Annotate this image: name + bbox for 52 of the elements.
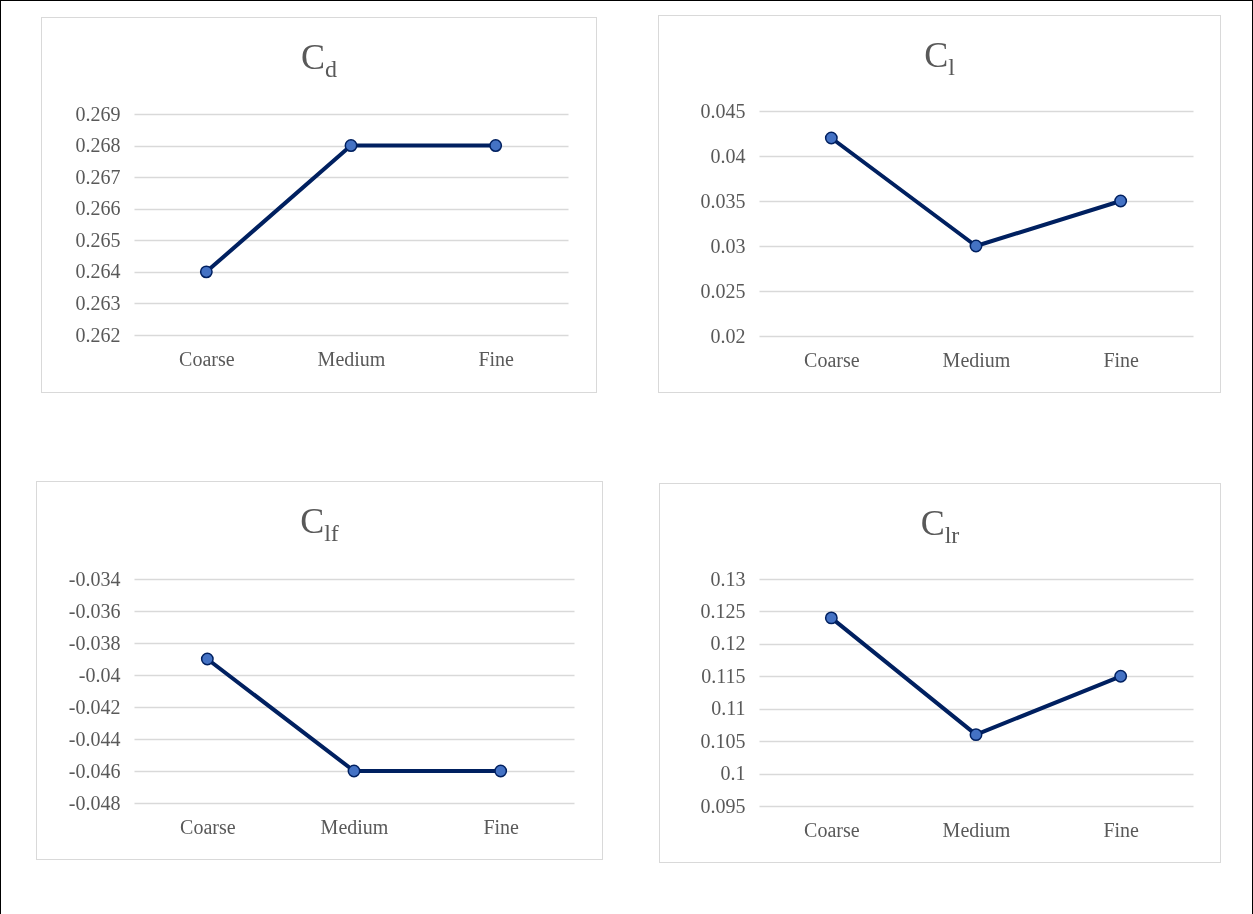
y-tick-label: -0.044 [68, 727, 121, 750]
x-tick-label: Fine [1103, 818, 1140, 841]
x-tick-label: Fine [1103, 348, 1140, 371]
point [1114, 669, 1128, 683]
y-tick-label: 0.02 [710, 324, 746, 347]
y-tick-label: 0.265 [75, 228, 121, 251]
x-tick-label: Medium [320, 815, 389, 838]
y-tick-label: -0.038 [68, 631, 121, 654]
x-tick-label: Fine [483, 815, 520, 838]
y-tick-label: 0.266 [75, 197, 121, 220]
chart-title: C$_{lr}$ [919, 502, 961, 550]
y-tick-label: 0.125 [700, 599, 746, 622]
point [824, 131, 838, 145]
y-tick-label: 0.045 [700, 99, 746, 122]
y-tick-label: 0.095 [700, 794, 746, 817]
point [824, 611, 838, 625]
chart-title: C$_{l}$ [923, 34, 956, 82]
y-tick-label: 0.12 [710, 632, 746, 655]
y-tick-label: 0.263 [75, 291, 121, 314]
y-tick-label: -0.042 [68, 695, 121, 718]
x-tick-label: Coarse [180, 815, 236, 838]
y-tick-label: 0.262 [75, 323, 121, 346]
y-tick-label: 0.115 [701, 664, 746, 687]
chart-title: C$_{d}$ [300, 36, 338, 84]
y-tick-label: -0.046 [68, 759, 121, 782]
y-tick-label: 0.267 [75, 165, 121, 188]
x-tick-label: Medium [942, 818, 1011, 841]
y-tick-label: 0.1 [720, 762, 746, 785]
x-tick-label: Coarse [804, 818, 860, 841]
x-tick-label: Fine [478, 347, 515, 370]
y-tick-label: 0.264 [75, 260, 121, 283]
y-tick-label: 0.268 [75, 134, 121, 157]
y-tick-label: -0.04 [78, 663, 121, 686]
point [1114, 194, 1128, 208]
y-tick-label: 0.105 [700, 729, 746, 752]
x-tick-label: Medium [942, 348, 1011, 371]
y-tick-label: 0.025 [700, 279, 746, 302]
y-tick-label: 0.03 [710, 234, 746, 257]
y-tick-label: 0.11 [711, 697, 746, 720]
chart-title: C$_{lf}$ [299, 500, 340, 548]
y-tick-label: 0.035 [700, 189, 746, 212]
y-tick-label: -0.034 [68, 567, 121, 590]
y-tick-label: -0.048 [68, 791, 121, 814]
x-tick-label: Coarse [804, 348, 860, 371]
y-tick-label: 0.13 [710, 567, 746, 590]
x-tick-label: Coarse [179, 347, 235, 370]
point [969, 239, 983, 253]
point [969, 728, 983, 742]
y-tick-label: 0.04 [710, 144, 746, 167]
y-tick-label: 0.269 [75, 102, 121, 125]
x-tick-label: Medium [317, 347, 386, 370]
y-tick-label: -0.036 [68, 599, 121, 622]
